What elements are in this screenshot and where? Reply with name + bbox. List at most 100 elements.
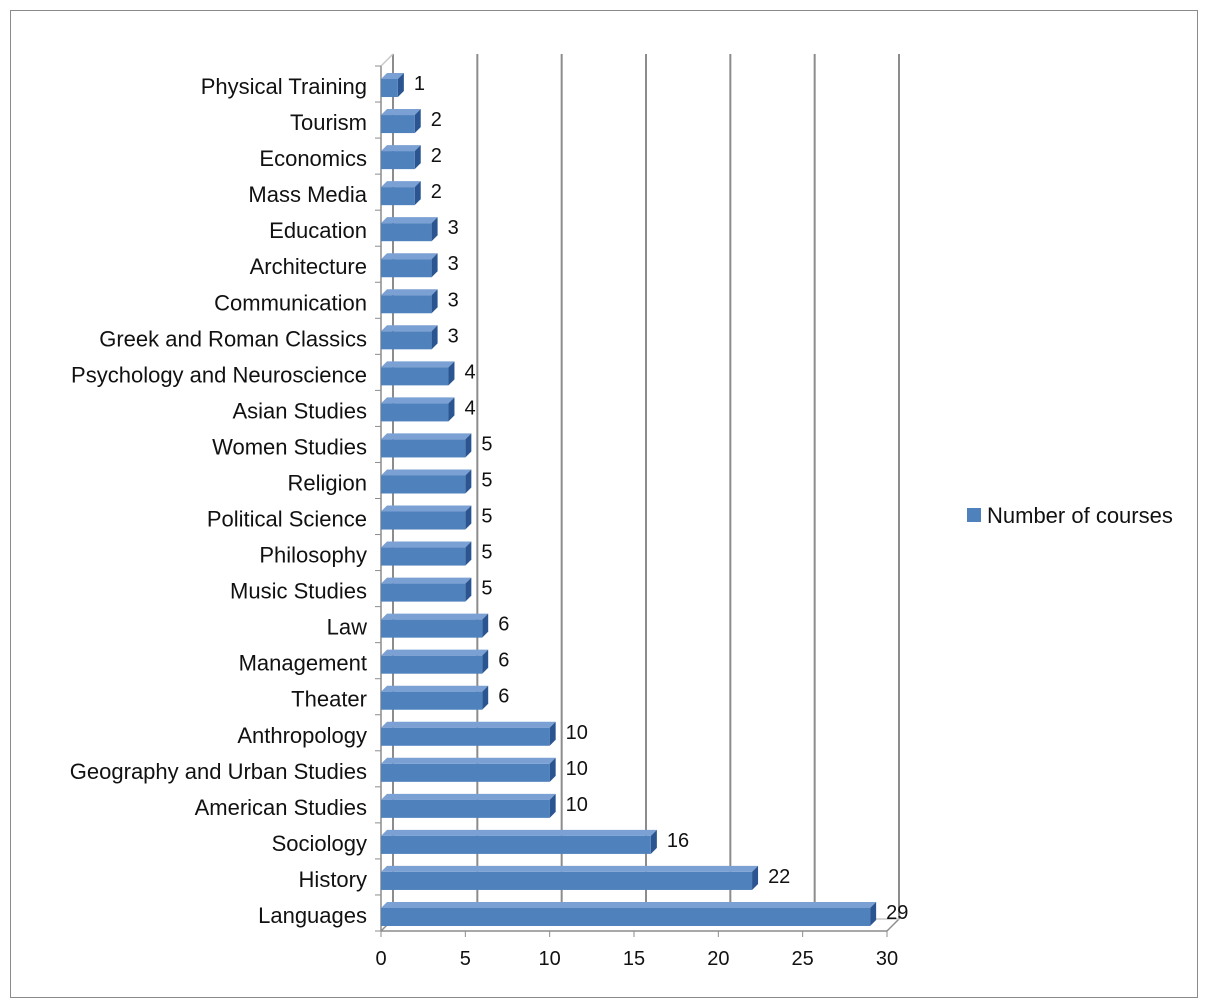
value-label: 5: [481, 542, 492, 564]
bar-front-face: [381, 223, 432, 242]
bar-front-face: [381, 259, 432, 278]
legend-swatch: [967, 508, 981, 522]
bar-front-face: [381, 619, 483, 638]
bar-top-face: [381, 901, 877, 908]
category-label: Sociology: [272, 831, 367, 856]
bar-side-face: [465, 541, 472, 566]
bar-side-face: [549, 793, 556, 818]
bar-front-face: [381, 691, 483, 710]
value-label: 5: [481, 469, 492, 491]
bar-top-face: [381, 289, 438, 296]
category-label: Geography and Urban Studies: [70, 759, 367, 784]
bar-greek-and-roman-classics: [381, 325, 438, 350]
category-label: Theater: [291, 687, 367, 712]
category-label: Law: [327, 615, 367, 640]
value-label: 2: [431, 181, 442, 203]
bar-law: [381, 613, 489, 638]
bar-architecture: [381, 253, 438, 278]
x-tick-label: 15: [623, 948, 645, 970]
x-tick-label: 20: [707, 948, 729, 970]
bar-tourism: [381, 109, 421, 134]
bar-side-face: [448, 361, 455, 386]
bar-front-face: [381, 295, 432, 314]
bar-top-face: [381, 829, 657, 836]
category-label: Women Studies: [212, 434, 367, 459]
bar-political-science: [381, 505, 472, 530]
bar-top-face: [381, 433, 472, 440]
category-label: Greek and Roman Classics: [99, 326, 367, 351]
bar-top-face: [381, 361, 455, 368]
bar-asian-studies: [381, 397, 455, 422]
x-tick-label: 5: [460, 948, 471, 970]
bar-side-face: [414, 181, 421, 206]
value-label: 4: [464, 361, 475, 383]
bar-languages: [381, 901, 877, 926]
category-label: Asian Studies: [232, 398, 367, 423]
bar-top-face: [381, 253, 438, 260]
category-labels: Languages History Sociology American Studie…: [70, 74, 368, 928]
bar-side-face: [465, 433, 472, 458]
bar-sociology: [381, 829, 657, 854]
bar-top-face: [381, 145, 421, 152]
bar-physical-training: [381, 73, 404, 98]
bar-philosophy: [381, 541, 472, 566]
value-label: 2: [431, 109, 442, 131]
value-label: 3: [448, 217, 459, 239]
bar-side-face: [549, 721, 556, 746]
value-label: 3: [448, 289, 459, 311]
category-label: History: [299, 867, 367, 892]
bar-front-face: [381, 799, 550, 818]
bar-top-face: [381, 865, 759, 872]
bar-top-face: [381, 541, 472, 548]
legend: Number of courses: [967, 503, 1173, 528]
bar-side-face: [397, 73, 404, 98]
bar-front-face: [381, 115, 415, 134]
bar-top-face: [381, 793, 556, 800]
bar-top-face: [381, 217, 438, 224]
bar-top-face: [381, 721, 556, 728]
bar-side-face: [431, 289, 438, 314]
value-label: 10: [566, 758, 588, 780]
bar-side-face: [465, 505, 472, 530]
category-label: Architecture: [250, 254, 367, 279]
bar-side-face: [448, 397, 455, 422]
value-label: 5: [481, 433, 492, 455]
bar-side-face: [431, 253, 438, 278]
bar-front-face: [381, 439, 466, 458]
category-label: Languages: [258, 903, 367, 928]
bar-side-face: [482, 613, 489, 638]
bar-side-face: [870, 901, 877, 926]
bar-side-face: [465, 469, 472, 494]
bar-top-face: [381, 469, 472, 476]
bar-communication: [381, 289, 438, 314]
bar-top-face: [381, 109, 421, 116]
value-label: 29: [886, 902, 908, 924]
bar-side-face: [465, 577, 472, 602]
bar-front-face: [381, 475, 466, 494]
bar-top-face: [381, 73, 404, 80]
bar-front-face: [381, 835, 651, 854]
value-label: 16: [667, 830, 689, 852]
bar-history: [381, 865, 759, 890]
bar-anthropology: [381, 721, 556, 746]
value-label: 22: [768, 866, 790, 888]
bar-front-face: [381, 79, 398, 98]
bar-front-face: [381, 907, 871, 926]
bar-side-face: [414, 109, 421, 134]
bar-front-face: [381, 331, 432, 350]
bar-side-face: [752, 865, 759, 890]
bar-side-face: [482, 649, 489, 674]
bar-american-studies: [381, 793, 556, 818]
bar-geography-and-urban-studies: [381, 757, 556, 782]
value-label: 5: [481, 578, 492, 600]
category-label: Anthropology: [237, 723, 367, 748]
category-label: Communication: [214, 290, 367, 315]
bar-top-face: [381, 397, 455, 404]
bar-side-face: [431, 325, 438, 350]
bar-top-face: [381, 757, 556, 764]
category-label: Mass Media: [248, 182, 367, 207]
category-label: Music Studies: [230, 579, 367, 604]
value-label: 3: [448, 253, 459, 275]
category-label: Religion: [288, 470, 368, 495]
